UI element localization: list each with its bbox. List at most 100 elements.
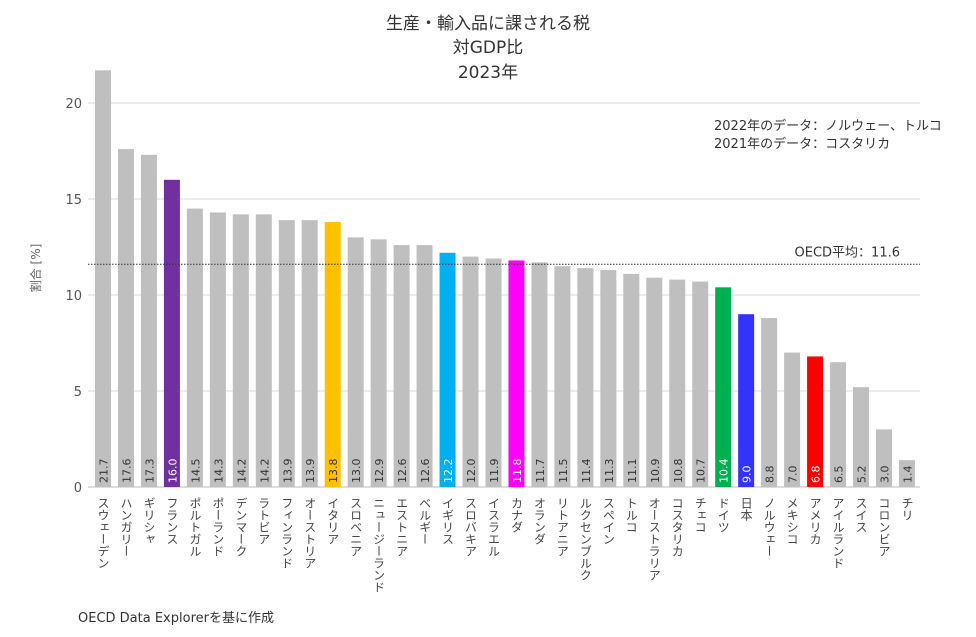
bar xyxy=(439,252,456,487)
bar xyxy=(807,356,824,487)
bar-value-label: 12.0 xyxy=(465,459,478,484)
bar xyxy=(692,281,709,487)
y-tick-label: 10 xyxy=(65,289,82,304)
x-tick-label: ドイツ xyxy=(716,497,730,533)
x-tick-label: スイス xyxy=(854,497,868,533)
bar xyxy=(232,214,249,488)
bar-value-label: 11.8 xyxy=(511,459,524,484)
bar-value-label: 13.8 xyxy=(327,459,340,484)
bar xyxy=(646,277,663,487)
x-tick-label: トルコ xyxy=(624,497,638,533)
bar xyxy=(370,239,387,487)
bar-value-label: 13.9 xyxy=(281,459,294,484)
x-tick-label: コロンビア xyxy=(877,497,891,557)
bar-value-label: 13.0 xyxy=(350,459,363,484)
bar-value-label: 14.2 xyxy=(235,459,248,484)
bar xyxy=(301,220,318,487)
x-tick-label: イタリア xyxy=(326,497,340,545)
bar xyxy=(669,279,686,487)
bar xyxy=(140,154,157,487)
bar-value-label: 11.7 xyxy=(534,459,547,484)
x-tick-label: オーストラリア xyxy=(647,497,661,581)
x-tick-label: ベルギー xyxy=(418,497,432,545)
bar-value-label: 8.8 xyxy=(764,466,777,484)
y-tick-label: 0 xyxy=(74,481,82,496)
x-tick-label: メキシコ xyxy=(785,497,799,545)
bar-value-label: 11.5 xyxy=(557,459,570,484)
bar xyxy=(255,214,272,488)
source-note: OECD Data Explorerを基に作成 xyxy=(78,611,274,626)
bar xyxy=(163,179,180,488)
bar-value-label: 10.9 xyxy=(649,459,662,484)
bar-value-label: 17.3 xyxy=(143,459,156,484)
bar-value-label: 11.4 xyxy=(580,459,593,484)
bar-value-label: 1.4 xyxy=(901,466,914,484)
x-tick-label: ニュージーランド xyxy=(372,497,386,593)
x-tick-label: 日本 xyxy=(739,497,753,522)
x-tick-label: リトアニア xyxy=(555,497,569,557)
bar-value-label: 11.3 xyxy=(603,459,616,484)
bar xyxy=(186,208,203,487)
bar-value-label: 10.8 xyxy=(672,459,685,484)
x-tick-label: ポルトガル xyxy=(188,497,202,557)
bar-value-label: 3.0 xyxy=(878,466,891,484)
x-tick-label: ポーランド xyxy=(211,497,225,557)
bar xyxy=(95,70,111,488)
bar xyxy=(784,352,801,487)
bar-value-label: 11.1 xyxy=(626,459,639,484)
bar xyxy=(209,212,226,487)
x-tick-label: フィンランド xyxy=(280,497,294,569)
bar xyxy=(416,245,433,487)
x-tick-label: ハンガリー xyxy=(119,497,133,557)
bar-value-label: 17.6 xyxy=(120,459,133,484)
x-tick-label: ラトビア xyxy=(257,497,271,545)
bar-value-label: 6.5 xyxy=(833,466,846,484)
bar-value-label: 14.3 xyxy=(212,459,225,484)
bar-value-label: 11.9 xyxy=(488,459,501,484)
x-tick-label: スロベニア xyxy=(349,497,363,557)
bar-value-label: 9.0 xyxy=(741,466,754,484)
x-tick-label: カナダ xyxy=(509,497,523,533)
y-tick-label: 15 xyxy=(65,193,82,208)
bar xyxy=(830,362,847,487)
bar xyxy=(393,245,410,487)
bar-value-label: 6.8 xyxy=(810,466,823,484)
bar xyxy=(347,237,364,487)
bar xyxy=(462,256,479,487)
bar-value-label: 7.0 xyxy=(787,466,800,484)
bar xyxy=(485,258,502,487)
bar-value-label: 13.9 xyxy=(304,459,317,484)
bar xyxy=(278,220,295,487)
y-tick-label: 20 xyxy=(65,97,82,112)
bar xyxy=(853,387,870,487)
bar-value-label: 12.2 xyxy=(442,459,455,484)
bar-value-label: 14.5 xyxy=(189,459,202,484)
chart-title-line-1: 生産・輸入品に課される税 xyxy=(386,14,590,34)
y-axis-label: 割合 [%] xyxy=(28,244,43,293)
bar-value-label: 5.2 xyxy=(856,466,869,484)
x-tick-label: イギリス xyxy=(441,497,455,545)
bar-value-label: 12.6 xyxy=(396,459,409,484)
bar xyxy=(761,318,778,487)
x-tick-label: オランダ xyxy=(532,497,546,545)
bar-value-label: 16.0 xyxy=(166,459,179,484)
x-tick-label: アイルランド xyxy=(831,497,845,569)
bar xyxy=(715,287,732,487)
bar-value-label: 21.7 xyxy=(98,459,111,484)
x-tick-label: ルクセンブルク xyxy=(578,497,592,581)
x-tick-label: スペイン xyxy=(601,497,615,545)
bar xyxy=(623,273,640,487)
x-tick-label: デンマーク xyxy=(234,497,248,557)
x-tick-label: コスタリカ xyxy=(670,497,684,557)
bar xyxy=(554,266,571,487)
bar xyxy=(898,460,915,487)
bar xyxy=(875,429,892,487)
y-tick-label: 5 xyxy=(74,385,82,400)
bar-value-label: 10.4 xyxy=(718,459,731,484)
bar-value-label: 14.2 xyxy=(258,459,271,484)
chart-title-line-2: 対GDP比 xyxy=(453,38,524,58)
bar-value-label: 12.6 xyxy=(419,459,432,484)
bar xyxy=(577,268,594,487)
x-tick-label: エストニア xyxy=(395,497,409,557)
x-tick-label: スウェーデン xyxy=(96,497,110,569)
